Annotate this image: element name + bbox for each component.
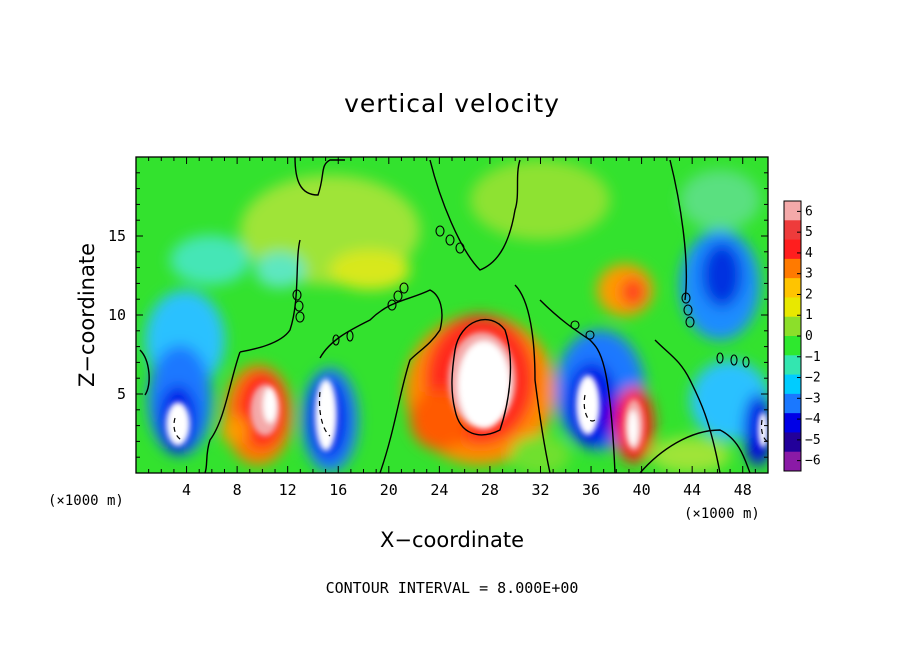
colorbar-tick-label: 6 [805, 204, 813, 219]
x-axis-ticks: 4 8 12 16 20 24 28 32 36 40 44 48 [148, 157, 756, 499]
x-tick-label: 44 [683, 481, 701, 499]
x-unit-left: (×1000 m) [48, 493, 124, 509]
colorbar-segment [784, 258, 801, 279]
x-tick-label: 12 [279, 481, 297, 499]
colorbar-tick-label: 0 [805, 329, 813, 344]
colorbar-segment [784, 220, 801, 241]
x-tick-label: 20 [380, 481, 398, 499]
colorbar-segment [784, 393, 801, 414]
field-blobs [145, 160, 768, 473]
colorbar-segment [784, 355, 801, 376]
colorbar-tick-label: 2 [805, 287, 813, 302]
colorbar-tick-label: −3 [805, 391, 821, 406]
x-axis-label: X−coordinate [380, 528, 524, 552]
colorbar-tick-label: −6 [805, 454, 821, 469]
x-tick-label: 24 [430, 481, 448, 499]
x-tick-label: 48 [734, 481, 752, 499]
colorbar-segment [784, 451, 801, 472]
colorbar-tick-label: 5 [805, 225, 813, 240]
colorbar-segment [784, 239, 801, 260]
x-tick-label: 8 [233, 481, 242, 499]
colorbar-segment [784, 374, 801, 395]
x-tick-label: 28 [481, 481, 499, 499]
y-tick-label: 5 [117, 385, 126, 403]
colorbar-segment [784, 336, 801, 356]
colorbar-tick-label: 1 [805, 308, 813, 323]
colorbar-tick-label: −2 [805, 371, 821, 386]
colorbar-tick-label: −1 [805, 350, 821, 365]
colorbar-segment [784, 432, 801, 453]
plot-area [136, 157, 768, 473]
colorbar-segment [784, 297, 801, 318]
colorbar-tick-label: 4 [805, 246, 813, 261]
chart-title: vertical velocity [344, 89, 560, 118]
x-tick-label: 16 [329, 481, 347, 499]
x-unit-right: (×1000 m) [684, 506, 760, 522]
y-tick-label: 15 [108, 227, 126, 245]
x-tick-label: 36 [582, 481, 600, 499]
x-tick-label: 40 [633, 481, 651, 499]
colorbar-tick-label: −4 [805, 412, 821, 427]
colorbar-segment [784, 278, 801, 298]
colorbar-segment [784, 316, 801, 337]
contour-lines [139, 157, 751, 473]
y-axis-label: Z−coordinate [75, 243, 99, 387]
colorbar-segment [784, 201, 801, 221]
y-tick-label: 10 [108, 306, 126, 324]
field-cores [166, 332, 768, 451]
contour-labels [292, 225, 750, 368]
colorbar: 6 5 4 3 2 1 0 −1 −2 −3 −4 −5 −6 [783, 200, 821, 472]
y-axis-ticks: 5 10 15 [108, 172, 768, 458]
x-tick-label: 4 [182, 481, 191, 499]
x-tick-label: 32 [531, 481, 549, 499]
colorbar-tick-label: −5 [805, 433, 821, 448]
colorbar-segment [784, 413, 801, 433]
contour-interval-label: CONTOUR INTERVAL = 8.000E+00 [326, 579, 579, 597]
colorbar-tick-label: 3 [805, 267, 813, 282]
